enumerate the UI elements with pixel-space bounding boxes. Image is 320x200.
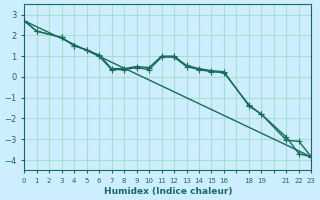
X-axis label: Humidex (Indice chaleur): Humidex (Indice chaleur) xyxy=(104,187,232,196)
